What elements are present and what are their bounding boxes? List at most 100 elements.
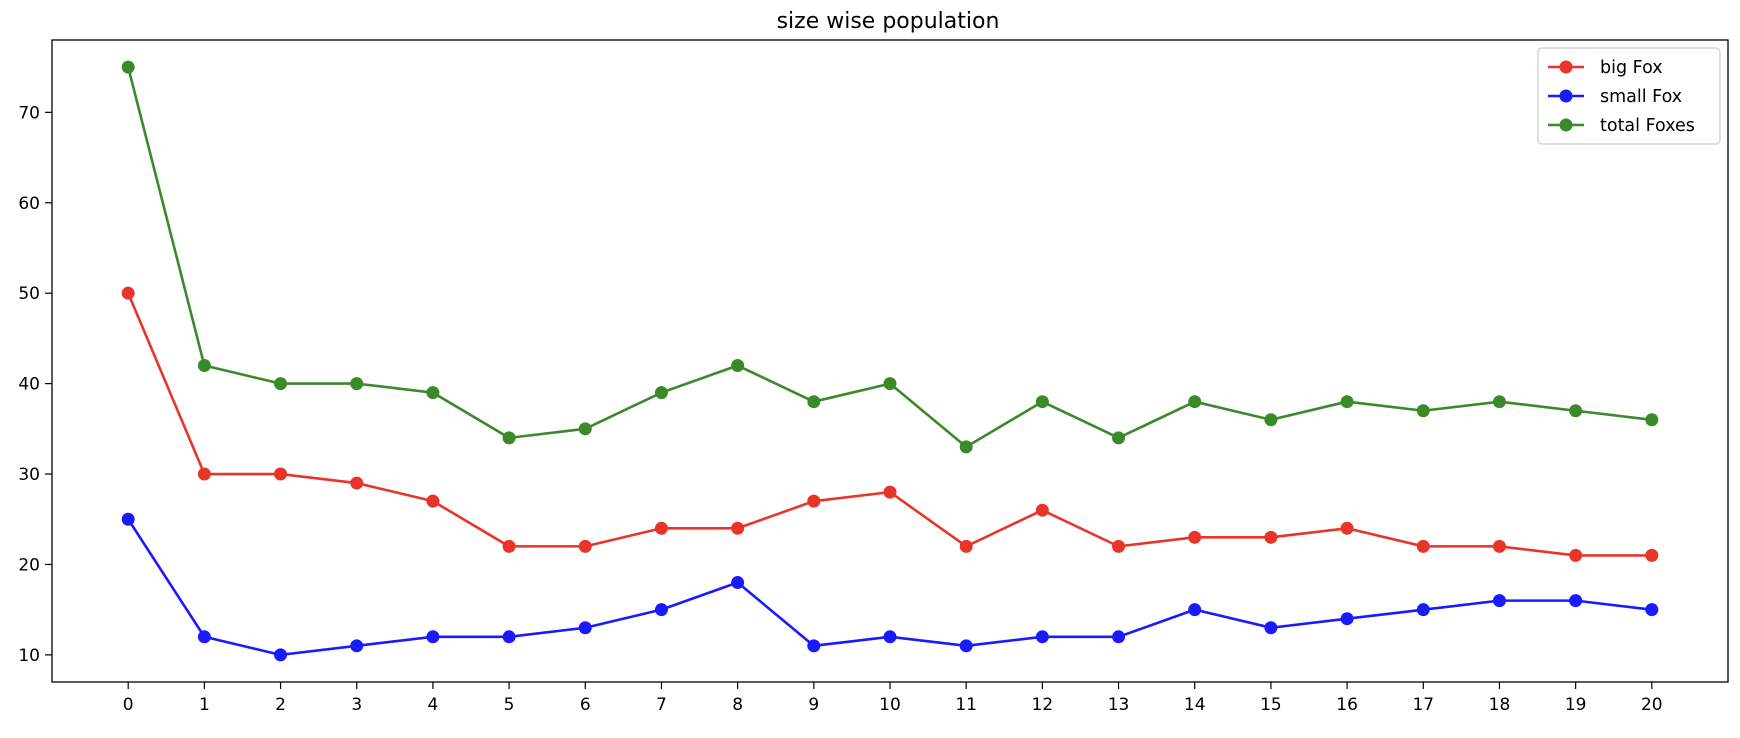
legend-label: small Fox <box>1600 87 1682 107</box>
x-axis-ticks: 0 1 2 3 4 5 6 7 8 9 10 11 12 13 14 15 16 17 18 19 20 <box>123 682 1663 715</box>
data-point <box>1112 431 1126 445</box>
data-point <box>1416 539 1430 553</box>
data-point <box>197 467 211 481</box>
data-point <box>578 422 592 436</box>
data-point <box>121 286 135 300</box>
x-tick-label: 14 <box>1184 695 1206 715</box>
data-point <box>731 576 745 590</box>
series-1 <box>121 512 1659 662</box>
data-point <box>807 494 821 508</box>
data-point <box>502 539 516 553</box>
data-point <box>502 431 516 445</box>
data-point <box>731 359 745 373</box>
series-2 <box>121 60 1659 454</box>
data-point <box>1645 413 1659 427</box>
y-axis-ticks: 10 20 30 40 50 60 70 <box>18 103 52 666</box>
y-tick-label: 40 <box>18 375 40 395</box>
data-point <box>1035 395 1049 409</box>
data-point <box>1492 539 1506 553</box>
y-tick-label: 60 <box>18 194 40 214</box>
x-tick-label: 2 <box>275 695 286 715</box>
data-point <box>1569 594 1583 608</box>
x-tick-label: 20 <box>1641 695 1663 715</box>
x-tick-label: 4 <box>427 695 438 715</box>
data-point <box>1645 603 1659 617</box>
data-point <box>1340 395 1354 409</box>
data-point <box>426 494 440 508</box>
data-point <box>350 639 364 653</box>
data-point <box>731 521 745 535</box>
data-point <box>426 630 440 644</box>
data-point <box>654 386 668 400</box>
data-point <box>121 512 135 526</box>
data-point <box>1035 503 1049 517</box>
data-point <box>350 476 364 490</box>
legend-item: total Foxes <box>1548 116 1695 136</box>
data-point <box>654 603 668 617</box>
chart-title: size wise population <box>777 9 1000 34</box>
legend-box <box>1537 47 1721 145</box>
data-point <box>883 630 897 644</box>
x-tick-label: 6 <box>580 695 591 715</box>
x-tick-label: 1 <box>199 695 210 715</box>
data-point <box>1340 521 1354 535</box>
legend-marker <box>1559 60 1573 74</box>
y-tick-label: 50 <box>18 284 40 304</box>
x-tick-label: 11 <box>955 695 977 715</box>
series-0 <box>121 286 1659 562</box>
x-tick-label: 7 <box>656 695 667 715</box>
data-point <box>1112 539 1126 553</box>
data-point <box>883 485 897 499</box>
data-point <box>274 377 288 391</box>
data-point <box>1492 395 1506 409</box>
data-point <box>959 639 973 653</box>
data-point <box>1112 630 1126 644</box>
y-tick-label: 20 <box>18 555 40 575</box>
data-point <box>1264 621 1278 635</box>
x-tick-label: 10 <box>879 695 901 715</box>
legend-marker <box>1559 89 1573 103</box>
legend-label: total Foxes <box>1600 116 1695 136</box>
legend-label: big Fox <box>1600 58 1663 78</box>
data-point <box>1188 603 1202 617</box>
data-point <box>1569 404 1583 418</box>
legend-item: small Fox <box>1548 87 1682 107</box>
data-point <box>197 630 211 644</box>
legend-marker <box>1559 118 1573 132</box>
x-tick-label: 0 <box>123 695 134 715</box>
data-point <box>1264 530 1278 544</box>
x-tick-label: 17 <box>1412 695 1434 715</box>
data-point <box>350 377 364 391</box>
x-tick-label: 18 <box>1489 695 1511 715</box>
data-point <box>578 621 592 635</box>
data-point <box>1492 594 1506 608</box>
data-point <box>274 648 288 662</box>
data-point <box>426 386 440 400</box>
x-tick-label: 15 <box>1260 695 1282 715</box>
legend: big Fox small Fox total Foxes <box>1537 47 1721 145</box>
y-tick-label: 10 <box>18 646 40 666</box>
data-point <box>654 521 668 535</box>
data-point <box>197 359 211 373</box>
data-point <box>959 539 973 553</box>
data-point <box>1340 612 1354 626</box>
series-layer <box>121 60 1659 662</box>
data-point <box>274 467 288 481</box>
data-point <box>1264 413 1278 427</box>
legend-item: big Fox <box>1548 58 1663 78</box>
y-tick-label: 70 <box>18 103 40 123</box>
data-point <box>807 639 821 653</box>
data-point <box>1645 548 1659 562</box>
data-point <box>1416 603 1430 617</box>
x-tick-label: 12 <box>1032 695 1054 715</box>
x-tick-label: 19 <box>1565 695 1587 715</box>
data-point <box>959 440 973 454</box>
x-tick-label: 8 <box>732 695 743 715</box>
y-tick-label: 30 <box>18 465 40 485</box>
data-point <box>1416 404 1430 418</box>
x-tick-label: 5 <box>504 695 515 715</box>
x-tick-label: 3 <box>351 695 362 715</box>
x-tick-label: 9 <box>808 695 819 715</box>
